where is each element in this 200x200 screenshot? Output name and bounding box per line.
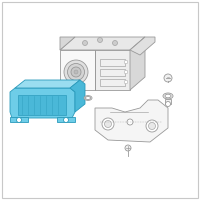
Circle shape	[124, 80, 128, 84]
Polygon shape	[95, 100, 168, 142]
Circle shape	[164, 74, 172, 82]
Polygon shape	[130, 37, 155, 55]
Bar	[100, 59, 125, 66]
Circle shape	[83, 40, 88, 46]
Polygon shape	[10, 88, 75, 118]
Polygon shape	[130, 37, 145, 90]
Polygon shape	[60, 37, 145, 50]
Polygon shape	[10, 117, 28, 122]
Circle shape	[112, 40, 118, 46]
Ellipse shape	[84, 96, 92, 100]
Bar	[165, 99, 171, 104]
Polygon shape	[15, 80, 80, 88]
Circle shape	[102, 118, 114, 130]
Circle shape	[74, 70, 78, 74]
Circle shape	[104, 120, 112, 128]
Circle shape	[166, 102, 170, 106]
Circle shape	[148, 122, 156, 130]
Circle shape	[125, 145, 131, 151]
Ellipse shape	[165, 94, 171, 98]
Circle shape	[146, 120, 158, 132]
Ellipse shape	[86, 97, 90, 99]
Polygon shape	[60, 50, 95, 90]
Polygon shape	[95, 50, 130, 90]
Circle shape	[124, 70, 128, 74]
Circle shape	[98, 38, 102, 43]
Ellipse shape	[163, 93, 173, 99]
Circle shape	[124, 60, 128, 64]
Bar	[100, 79, 125, 86]
Circle shape	[64, 117, 68, 122]
Circle shape	[16, 117, 22, 122]
Bar	[100, 69, 125, 76]
Polygon shape	[57, 117, 75, 122]
Polygon shape	[60, 37, 75, 50]
Ellipse shape	[71, 67, 81, 77]
Circle shape	[127, 119, 133, 125]
Polygon shape	[70, 80, 85, 112]
Ellipse shape	[64, 60, 88, 84]
Bar	[18, 95, 66, 115]
Ellipse shape	[68, 64, 84, 80]
